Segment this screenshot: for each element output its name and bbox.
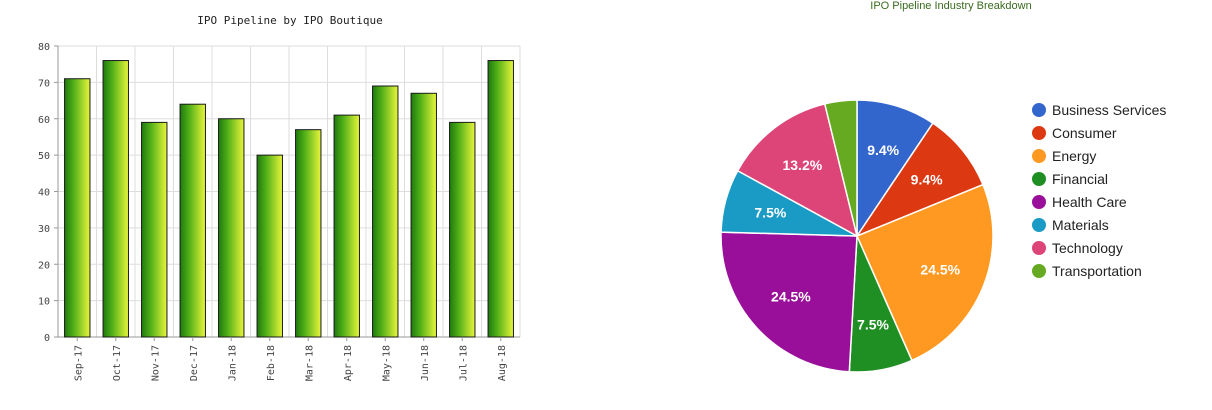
pie-chart-title: IPO Pipeline Industry Breakdown xyxy=(870,0,1032,12)
pie-chart-panel: IPO Pipeline Industry Breakdown 9.4% 9.4%… xyxy=(640,0,1212,410)
x-tick-label: Dec-17 xyxy=(189,345,200,381)
pie-slice-label: 9.4% xyxy=(867,142,899,158)
legend-label: Financial xyxy=(1052,170,1109,187)
x-tick-label: Mar-18 xyxy=(304,345,315,381)
y-tick-label: 30 xyxy=(38,224,50,235)
pie-legend: Business Services Consumer Energy Financial… xyxy=(1032,98,1166,282)
bar-Dec-17 xyxy=(179,103,206,338)
pie-slice-business-services xyxy=(856,99,934,239)
legend-swatch xyxy=(1032,102,1046,117)
legend-swatch xyxy=(1032,263,1046,278)
legend-item: Health Care xyxy=(1032,190,1166,213)
x-tick-label: Nov-17 xyxy=(150,345,161,381)
legend-label: Technology xyxy=(1052,239,1123,256)
bar-Apr-18 xyxy=(333,114,360,338)
pie-slice-label: 24.5% xyxy=(920,262,960,278)
legend-item: Energy xyxy=(1032,144,1166,167)
pie-slice-label: 9.4% xyxy=(911,171,943,187)
y-tick-label: 40 xyxy=(38,188,50,199)
legend-swatch xyxy=(1032,194,1046,209)
bar-chart-title: IPO Pipeline by IPO Boutique xyxy=(197,14,383,27)
legend-label: Business Services xyxy=(1052,101,1167,118)
pie-chart: 9.4% 9.4% 24.5% 7.5% 24.5% 7.5% 13.2% xyxy=(720,99,994,373)
x-tick-label: Apr-18 xyxy=(343,345,354,381)
x-tick-label: Jan-18 xyxy=(227,345,238,381)
bar-Aug-18 xyxy=(487,60,514,338)
y-tick-label: 80 xyxy=(38,42,50,53)
legend-swatch xyxy=(1032,171,1046,186)
y-tick-label: 70 xyxy=(38,78,50,89)
legend-swatch xyxy=(1032,148,1046,163)
legend-item: Financial xyxy=(1032,167,1166,190)
x-tick-label: Jun-18 xyxy=(420,345,431,381)
bar-Nov-17 xyxy=(141,121,168,338)
x-tick-label: Sep-17 xyxy=(73,345,84,381)
bar-chart-panel: IPO Pipeline by IPO Boutique 0 10 20 30 40 50… xyxy=(0,0,560,410)
legend-label: Transportation xyxy=(1052,262,1142,279)
pie-slice-label: 13.2% xyxy=(782,157,822,173)
legend-item: Technology xyxy=(1032,236,1166,259)
x-tick-label: Aug-18 xyxy=(497,345,508,381)
x-tick-label: May-18 xyxy=(381,345,392,381)
y-tick-label: 0 xyxy=(44,333,50,344)
legend-swatch xyxy=(1032,125,1046,140)
legend-label: Materials xyxy=(1052,216,1109,233)
pie-slice-label: 24.5% xyxy=(771,289,811,305)
legend-swatch xyxy=(1032,240,1046,255)
bar-Jul-18 xyxy=(449,121,476,338)
bar-Mar-18 xyxy=(295,129,322,338)
y-tick-label: 50 xyxy=(38,151,50,162)
pie-slice-label: 7.5% xyxy=(857,316,889,332)
bar-chart: 0 10 20 30 40 50 60 70 80 Sep-17 Oct-17 Nov-17 Dec-1… xyxy=(38,42,521,381)
bar-Jun-18 xyxy=(410,92,437,338)
bar-Sep-17 xyxy=(64,78,91,338)
pie-slice-transportation xyxy=(823,99,858,237)
bar-May-18 xyxy=(372,85,399,338)
y-tick-label: 60 xyxy=(38,115,50,126)
pie-slice-consumer xyxy=(855,122,984,238)
legend-label: Energy xyxy=(1052,147,1097,164)
legend-label: Consumer xyxy=(1052,124,1117,141)
pie-slice-technology xyxy=(736,102,859,238)
x-tick-label: Jul-18 xyxy=(458,345,469,381)
x-tick-label: Feb-18 xyxy=(266,345,277,381)
legend-item: Transportation xyxy=(1032,259,1166,282)
bar-Jan-18 xyxy=(218,118,245,338)
legend-item: Materials xyxy=(1032,213,1166,236)
pie-slice-health-care xyxy=(720,231,858,373)
legend-label: Health Care xyxy=(1052,193,1127,210)
legend-item: Business Services xyxy=(1032,98,1166,121)
x-tick-label: Oct-17 xyxy=(112,345,123,381)
pie-slice-energy xyxy=(856,183,994,362)
y-tick-label: 20 xyxy=(38,260,50,271)
bar-Oct-17 xyxy=(102,60,129,338)
pie-slice-label: 7.5% xyxy=(754,205,786,221)
legend-swatch xyxy=(1032,217,1046,232)
y-tick-label: 10 xyxy=(38,297,50,308)
bar-Feb-18 xyxy=(256,154,283,338)
legend-item: Consumer xyxy=(1032,121,1166,144)
